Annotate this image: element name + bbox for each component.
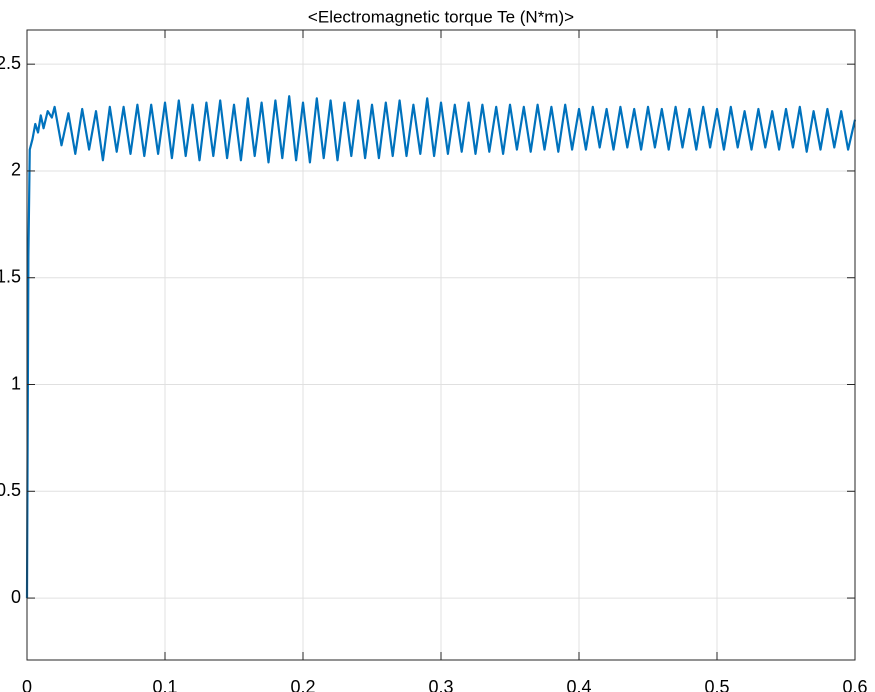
y-tick-label: 0.5 [0,480,21,500]
chart-title: <Electromagnetic torque Te (N*m)> [308,7,574,26]
x-tick-label: 0.1 [152,677,177,692]
x-tick-label: 0.6 [842,677,867,692]
y-tick-label: 0 [11,587,21,607]
y-tick-label: 1 [11,373,21,393]
data-line [25,95,857,599]
x-tick-label: 0.4 [566,677,591,692]
y-tick-label: 1.5 [0,266,21,286]
x-tick-label: 0.2 [290,677,315,692]
x-tick-label: 0.3 [428,677,453,692]
x-tick-label: 0.5 [704,677,729,692]
y-tick-label: 2 [11,160,21,180]
x-tick-label: 0 [22,677,32,692]
y-tick-label: 2.5 [0,53,21,73]
